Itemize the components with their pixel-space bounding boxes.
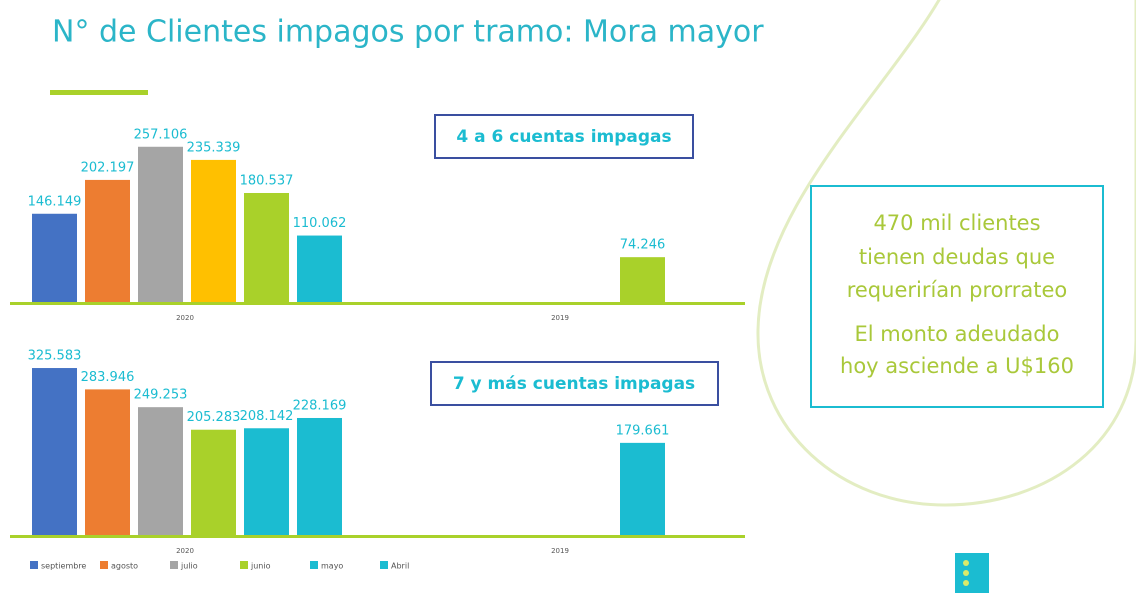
data-label: 283.946 <box>81 370 135 385</box>
callout-line: hoy asciende a U$160 <box>840 354 1074 378</box>
label-box <box>434 114 694 159</box>
bar <box>32 213 77 302</box>
legend-label: junio <box>250 562 271 571</box>
data-label: 249.253 <box>134 388 188 403</box>
bar <box>297 235 342 302</box>
group-label: 2019 <box>551 547 569 555</box>
data-label: 146.149 <box>28 194 82 209</box>
logo-dot <box>963 560 969 566</box>
label-box <box>430 361 719 406</box>
callout: 470 mil clientes tienen deudas que reque… <box>840 211 1074 378</box>
legend-label: Abril <box>391 562 409 571</box>
callout-box <box>810 185 1104 408</box>
legend-swatch <box>170 561 178 569</box>
bar <box>620 257 665 302</box>
bar <box>244 192 289 302</box>
callout-line: 470 mil clientes <box>873 211 1040 235</box>
logo-dot <box>963 580 969 586</box>
slide-title: N° de Clientes impagos por tramo: Mora m… <box>52 15 764 50</box>
data-label: 180.537 <box>240 173 294 188</box>
callout-line: El monto adeudado <box>855 322 1060 346</box>
bar <box>138 146 183 302</box>
bar <box>620 442 665 535</box>
group-label: 2019 <box>551 314 569 322</box>
bar <box>85 179 130 302</box>
bar <box>32 368 77 535</box>
bar <box>191 159 236 302</box>
legend-swatch <box>310 561 318 569</box>
data-label: 257.106 <box>134 127 188 142</box>
data-label: 179.661 <box>616 423 670 438</box>
chart-label: 7 y más cuentas impagas <box>453 374 695 394</box>
data-label: 235.339 <box>187 140 241 155</box>
logo-dot <box>963 570 969 576</box>
legend-swatch <box>240 561 248 569</box>
group-label: 2020 <box>176 314 194 322</box>
data-label: 208.142 <box>240 409 294 424</box>
bar <box>297 417 342 535</box>
chart-label: 4 a 6 cuentas impagas <box>456 127 671 147</box>
title-underline <box>50 90 148 95</box>
data-label: 325.583 <box>28 349 82 364</box>
data-label: 110.062 <box>293 216 347 231</box>
legend-label: septiembre <box>41 562 86 571</box>
legend-label: mayo <box>321 562 343 571</box>
data-label: 228.169 <box>293 398 347 413</box>
bar <box>138 407 183 535</box>
axis-line <box>10 302 745 305</box>
axis-line <box>10 535 745 538</box>
drop-shape <box>756 0 1136 507</box>
legend-label: julio <box>180 562 198 571</box>
data-label: 205.283 <box>187 410 241 425</box>
group-label: 2020 <box>176 547 194 555</box>
callout-line: requerirían prorrateo <box>847 278 1068 302</box>
logo <box>955 553 989 593</box>
data-label: 202.197 <box>81 160 135 175</box>
callout-line: tienen deudas que <box>859 245 1055 269</box>
legend-label: agosto <box>111 562 138 571</box>
data-label: 74.246 <box>620 238 666 253</box>
bar <box>244 428 289 535</box>
bar <box>191 429 236 535</box>
bar <box>85 389 130 535</box>
legend-swatch <box>100 561 108 569</box>
legend-swatch <box>380 561 388 569</box>
legend-swatch <box>30 561 38 569</box>
